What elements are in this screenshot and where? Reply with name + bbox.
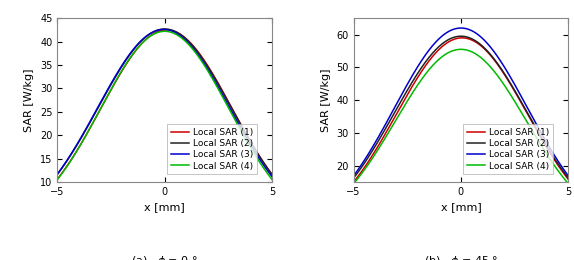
Local SAR (4) (467, 50, 474, 53)
Local SAR (2) (453, 35, 460, 38)
Local SAR (4) (452, 48, 459, 51)
Local SAR (1) (170, 30, 177, 33)
Y-axis label: SAR [W/kg]: SAR [W/kg] (25, 68, 34, 132)
Local SAR (3) (160, 28, 167, 31)
Local SAR (3) (560, 168, 567, 171)
Local SAR (1) (526, 117, 533, 120)
Local SAR (2) (269, 173, 276, 176)
Local SAR (4) (560, 176, 567, 179)
Local SAR (4) (478, 57, 485, 60)
Local SAR (3) (350, 174, 357, 177)
Text: (b)   $\phi$ = 45 °: (b) $\phi$ = 45 ° (424, 254, 498, 260)
Local SAR (2) (156, 28, 163, 31)
Local SAR (3) (269, 175, 276, 178)
Local SAR (3) (452, 27, 459, 30)
Local SAR (2) (161, 27, 168, 30)
Local SAR (4) (161, 30, 168, 33)
Local SAR (4) (453, 48, 460, 51)
Local SAR (1) (182, 37, 189, 40)
Y-axis label: SAR [W/kg]: SAR [W/kg] (321, 68, 331, 132)
Local SAR (1) (156, 29, 163, 32)
Local SAR (1) (157, 29, 164, 32)
X-axis label: x [mm]: x [mm] (441, 203, 482, 212)
Local SAR (4) (156, 30, 163, 34)
Local SAR (3) (156, 28, 163, 31)
Local SAR (4) (54, 178, 61, 181)
Local SAR (4) (565, 182, 572, 185)
Local SAR (2) (182, 37, 189, 40)
Local SAR (3) (230, 114, 237, 117)
Local SAR (1) (54, 178, 61, 181)
Local SAR (1) (459, 36, 466, 40)
Local SAR (2) (170, 29, 177, 32)
Local SAR (3) (264, 169, 271, 172)
Local SAR (4) (157, 30, 164, 33)
Local SAR (4) (457, 48, 464, 51)
Text: (a)   $\phi$ = 0 °: (a) $\phi$ = 0 ° (131, 254, 198, 260)
Local SAR (3) (170, 30, 177, 33)
Local SAR (1) (452, 37, 459, 40)
Local SAR (1) (478, 45, 485, 48)
Line: Local SAR (4): Local SAR (4) (57, 31, 272, 180)
Legend: Local SAR (1), Local SAR (2), Local SAR (3), Local SAR (4): Local SAR (1), Local SAR (2), Local SAR … (167, 124, 257, 174)
Line: Local SAR (1): Local SAR (1) (57, 30, 272, 179)
Local SAR (3) (182, 38, 189, 42)
Local SAR (4) (230, 116, 237, 119)
Line: Local SAR (2): Local SAR (2) (354, 36, 568, 178)
Local SAR (3) (467, 28, 474, 31)
Local SAR (2) (54, 173, 61, 176)
Local SAR (3) (478, 36, 485, 39)
Local SAR (3) (526, 111, 533, 114)
Legend: Local SAR (1), Local SAR (2), Local SAR (3), Local SAR (4): Local SAR (1), Local SAR (2), Local SAR … (463, 124, 553, 174)
Line: Local SAR (3): Local SAR (3) (57, 29, 272, 177)
Local SAR (3) (565, 174, 572, 177)
X-axis label: x [mm]: x [mm] (144, 203, 185, 212)
Local SAR (1) (453, 37, 460, 40)
Local SAR (1) (264, 167, 271, 170)
Local SAR (3) (457, 27, 464, 30)
Local SAR (3) (157, 28, 164, 31)
Line: Local SAR (3): Local SAR (3) (354, 28, 568, 176)
Local SAR (1) (163, 28, 170, 31)
Local SAR (2) (467, 37, 474, 40)
Local SAR (4) (526, 125, 533, 128)
Local SAR (1) (565, 178, 572, 181)
Local SAR (2) (264, 166, 271, 170)
Local SAR (1) (230, 110, 237, 113)
Line: Local SAR (1): Local SAR (1) (354, 38, 568, 182)
Line: Local SAR (4): Local SAR (4) (354, 49, 568, 184)
Local SAR (4) (170, 32, 177, 35)
Local SAR (2) (478, 44, 485, 47)
Local SAR (2) (526, 116, 533, 119)
Local SAR (2) (157, 28, 164, 31)
Local SAR (1) (350, 180, 357, 184)
Local SAR (2) (452, 35, 459, 38)
Local SAR (2) (230, 110, 237, 114)
Local SAR (1) (560, 172, 567, 175)
Local SAR (3) (453, 27, 460, 30)
Local SAR (2) (457, 35, 464, 38)
Local SAR (4) (269, 178, 276, 181)
Local SAR (4) (264, 172, 271, 175)
Local SAR (2) (350, 177, 357, 180)
Local SAR (1) (269, 173, 276, 176)
Local SAR (4) (182, 40, 189, 43)
Line: Local SAR (2): Local SAR (2) (57, 29, 272, 174)
Local SAR (2) (565, 177, 572, 180)
Local SAR (4) (350, 182, 357, 185)
Local SAR (2) (560, 170, 567, 173)
Local SAR (1) (467, 38, 474, 41)
Local SAR (3) (54, 172, 61, 176)
